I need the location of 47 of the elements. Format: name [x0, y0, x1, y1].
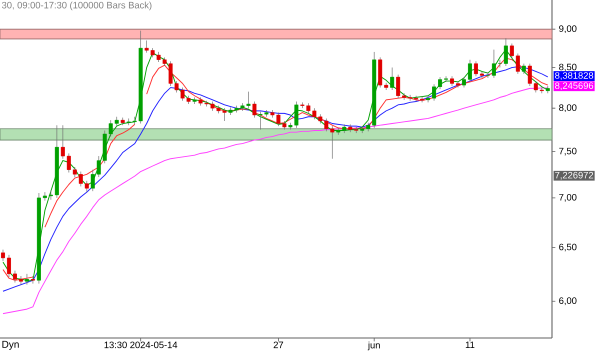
candlestick: [486, 72, 490, 78]
x-tick-label: 11: [466, 342, 474, 348]
candlestick: [246, 91, 250, 109]
candlestick: [48, 190, 53, 200]
candlestick: [426, 95, 430, 103]
candlestick: [474, 60, 478, 77]
candlestick: [390, 67, 394, 90]
candlestick: [234, 105, 238, 113]
x-tick-label: jun: [368, 342, 380, 350]
candlestick: [6, 254, 11, 278]
candlestick: [462, 76, 466, 88]
candlestick: [258, 111, 262, 130]
y-tick-label: 7,00: [559, 194, 577, 202]
y-tick-label: 8,50: [559, 64, 577, 72]
candlestick: [480, 71, 484, 78]
x-tick-label: 27: [274, 342, 284, 348]
candlestick: [450, 76, 454, 86]
candlestick: [276, 112, 280, 126]
candlestick: [210, 101, 215, 112]
text: 8,245696: [555, 82, 594, 90]
text: 8,381828: [555, 72, 594, 80]
chart-title: 30, 09:00-17:30 (100000 Bars Back): [2, 2, 152, 10]
text: Dyn: [2, 340, 19, 350]
candlestick: [522, 63, 526, 74]
candlestick: [12, 270, 17, 283]
candlestick: [1, 249, 5, 262]
y-tick-label: 9,00: [559, 25, 577, 34]
candlestick: [456, 80, 460, 88]
candlestick: [180, 87, 185, 102]
x-tick-label: 13:30 2024-05-14: [104, 342, 178, 348]
candlestick: [468, 59, 472, 82]
text: 7,226972: [555, 172, 594, 180]
candlestick: [252, 101, 256, 118]
candlestick: [30, 276, 35, 284]
candlestick: [420, 96, 424, 103]
candlestick: [204, 100, 209, 107]
candlestick: [438, 76, 442, 90]
y-tick-label: 6,00: [559, 297, 577, 306]
candlestick: [216, 105, 221, 114]
candlestick: [18, 276, 23, 286]
candlestick: [432, 84, 436, 102]
y-tick-label: 8,00: [559, 104, 577, 112]
candlestick: [444, 76, 448, 82]
y-tick-label: 6,50: [559, 244, 577, 252]
candlestick: [240, 102, 244, 112]
candlestick: [222, 108, 227, 122]
y-tick-label: 7,50: [559, 148, 577, 156]
